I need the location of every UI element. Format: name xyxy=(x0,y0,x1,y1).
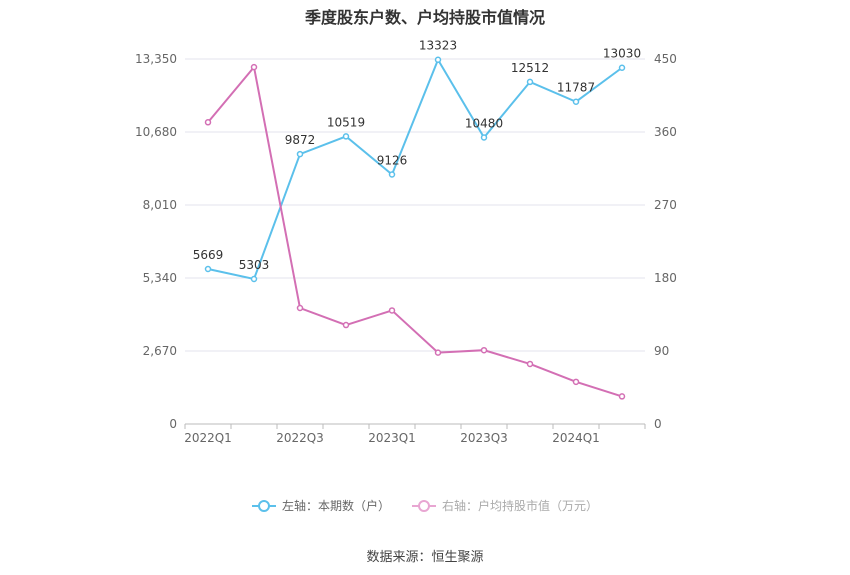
data-label: 12512 xyxy=(511,61,549,75)
data-point-0 xyxy=(204,265,212,273)
chart-title: 季度股东户数、户均持股市值情况 xyxy=(304,8,545,27)
data-point-1 xyxy=(526,360,534,368)
right-axis-tick-label: 180 xyxy=(654,271,677,285)
data-label: 11787 xyxy=(557,81,595,95)
data-point-0 xyxy=(342,133,350,140)
data-point-1 xyxy=(342,321,350,329)
data-point-1 xyxy=(250,63,258,71)
data-point-1 xyxy=(618,393,626,400)
data-point-0 xyxy=(572,98,580,105)
right-axis-tick-label: 270 xyxy=(654,198,677,212)
data-point-0 xyxy=(480,134,488,141)
series-line-0 xyxy=(207,57,623,281)
data-point-0 xyxy=(388,171,396,178)
data-point-1 xyxy=(434,349,442,356)
left-axis-tick-label: 8,010 xyxy=(143,198,177,212)
data-label: 10519 xyxy=(327,115,365,129)
data-point-0 xyxy=(250,275,258,283)
data-label: 5669 xyxy=(193,248,224,262)
left-axis-tick-label: 0 xyxy=(169,417,177,431)
right-axis-tick-label: 0 xyxy=(654,417,662,431)
legend-item-market-value[interactable]: 右轴：户均持股市值（万元） xyxy=(412,497,598,514)
data-point-0 xyxy=(526,78,534,86)
left-axis-tick-label: 10,680 xyxy=(135,125,177,139)
legend-label-market-value: 右轴：户均持股市值（万元） xyxy=(442,499,599,513)
data-label: 13030 xyxy=(603,47,641,61)
x-axis-tick-label: 2024Q1 xyxy=(552,431,600,445)
data-point-1 xyxy=(480,346,488,354)
right-axis-tick-label: 360 xyxy=(654,125,677,139)
data-point-0 xyxy=(618,64,626,71)
data-point-0 xyxy=(296,150,304,158)
right-axis-tick-label: 90 xyxy=(654,344,669,358)
data-point-1 xyxy=(388,307,396,314)
legend-label-households: 左轴：本期数（户） xyxy=(281,499,390,513)
x-axis-tick-label: 2023Q1 xyxy=(368,431,416,445)
data-label: 10480 xyxy=(465,116,503,130)
legend: 左轴：本期数（户） 右轴：户均持股市值（万元） xyxy=(0,497,850,514)
data-label: 9126 xyxy=(377,153,408,167)
left-axis-tick-label: 2,670 xyxy=(143,344,177,358)
x-axis-tick-label: 2022Q3 xyxy=(276,431,324,445)
legend-marker-households-icon xyxy=(251,499,276,512)
data-label: 9872 xyxy=(285,133,316,147)
legend-marker-market-value-icon xyxy=(412,499,436,512)
left-axis-tick-label: 13,350 xyxy=(135,52,177,66)
data-point-1 xyxy=(296,304,304,312)
data-point-0 xyxy=(434,56,442,63)
series-line-1 xyxy=(207,64,623,398)
x-axis-tick-label: 2023Q3 xyxy=(460,431,508,445)
right-axis-tick-label: 450 xyxy=(654,52,677,66)
data-point-1 xyxy=(204,119,212,126)
source-note: 数据来源：恒生聚源 xyxy=(366,550,484,565)
data-point-1 xyxy=(572,378,580,386)
data-label: 5303 xyxy=(239,258,270,272)
data-label: 13323 xyxy=(419,39,457,53)
x-axis-tick-label: 2022Q1 xyxy=(184,431,232,445)
left-axis-tick-label: 5,340 xyxy=(143,271,177,285)
legend-item-households[interactable]: 左轴：本期数（户） xyxy=(251,497,390,514)
